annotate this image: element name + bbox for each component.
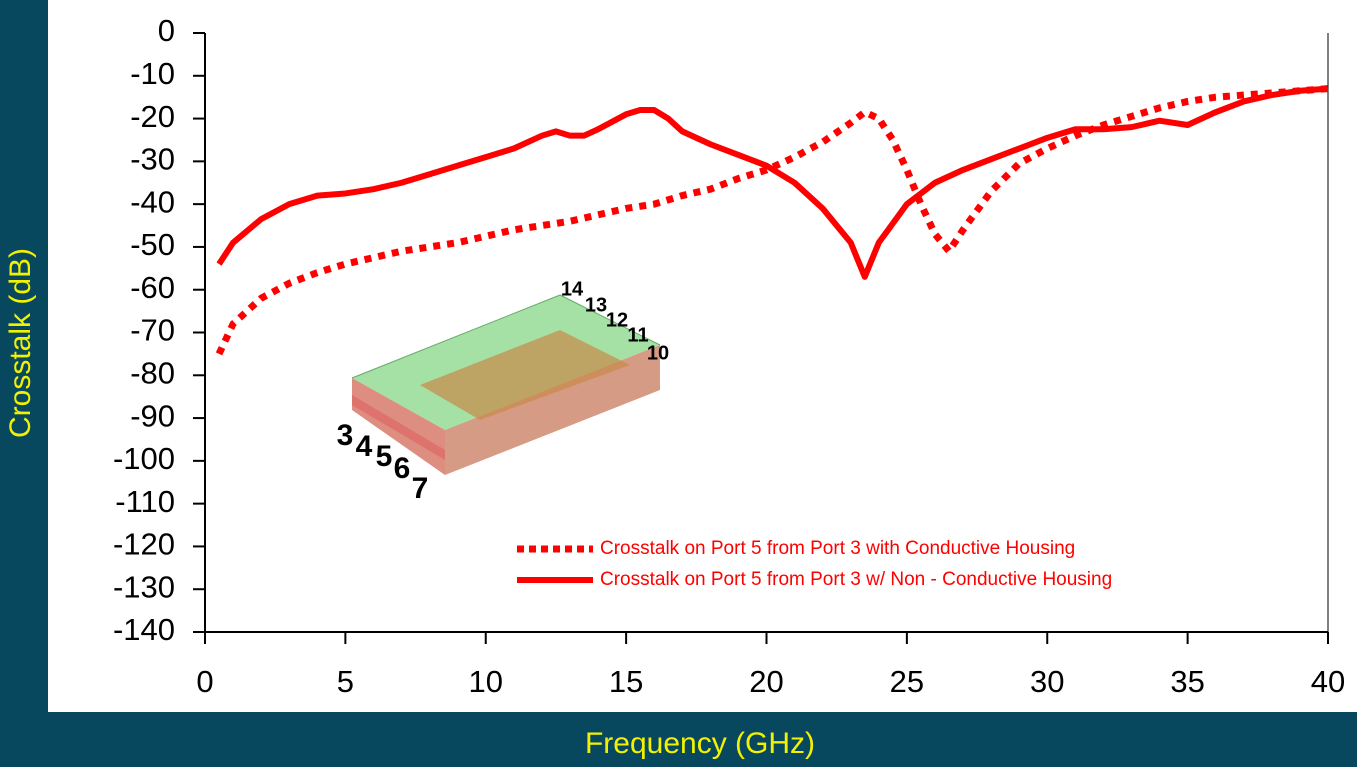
x-axis-title: Frequency (GHz) [585,727,815,760]
inset-label: 7 [412,472,429,505]
y-tick-label: -110 [115,484,175,519]
y-tick-label: -140 [113,612,175,647]
x-tick-label: 25 [890,664,924,699]
y-tick-label: 0 [158,13,175,48]
y-tick-label: -130 [113,569,175,604]
inset-label: 3 [337,419,354,452]
y-tick-label: -120 [113,527,175,562]
y-tick-label: -10 [130,56,175,91]
inset-label: 14 [561,278,584,300]
x-tick-label: 30 [1030,664,1064,699]
y-tick-label: -50 [130,227,175,262]
y-tick-label: -90 [130,398,175,433]
inset-label: 12 [606,309,628,331]
inset-label: 10 [647,342,669,364]
inset-label: 5 [376,440,393,473]
y-axis-title: Crosstalk (dB) [4,248,37,438]
y-tick-label: -100 [113,441,175,476]
chart: Frequency (GHz) Crosstalk (dB) 0 -10 -20 -3… [0,0,1357,767]
legend-label: Crosstalk on Port 5 from Port 3 w/ Non -… [600,569,1112,590]
inset-label: 4 [356,430,373,463]
y-tick-label: -20 [130,99,175,134]
page: {"chart_data": {"type": "line", "x_label… [0,0,1357,767]
inset-label: 11 [627,324,648,346]
inset-label: 6 [394,452,411,485]
inset-label: 13 [585,294,607,316]
y-tick-label: -30 [130,142,175,177]
y-tick-label: -40 [130,184,175,219]
x-tick-label: 0 [196,664,213,699]
legend-label: Crosstalk on Port 5 from Port 3 with Con… [600,538,1075,559]
x-tick-label: 15 [609,664,643,699]
y-tick-label: -70 [130,313,175,348]
x-tick-label: 35 [1170,664,1204,699]
x-tick-label: 10 [469,664,503,699]
y-tick-label: -60 [130,270,175,305]
x-tick-label: 5 [337,664,354,699]
y-tick-label: -80 [130,355,175,390]
x-tick-label: 20 [749,664,783,699]
x-tick-label: 40 [1311,664,1345,699]
